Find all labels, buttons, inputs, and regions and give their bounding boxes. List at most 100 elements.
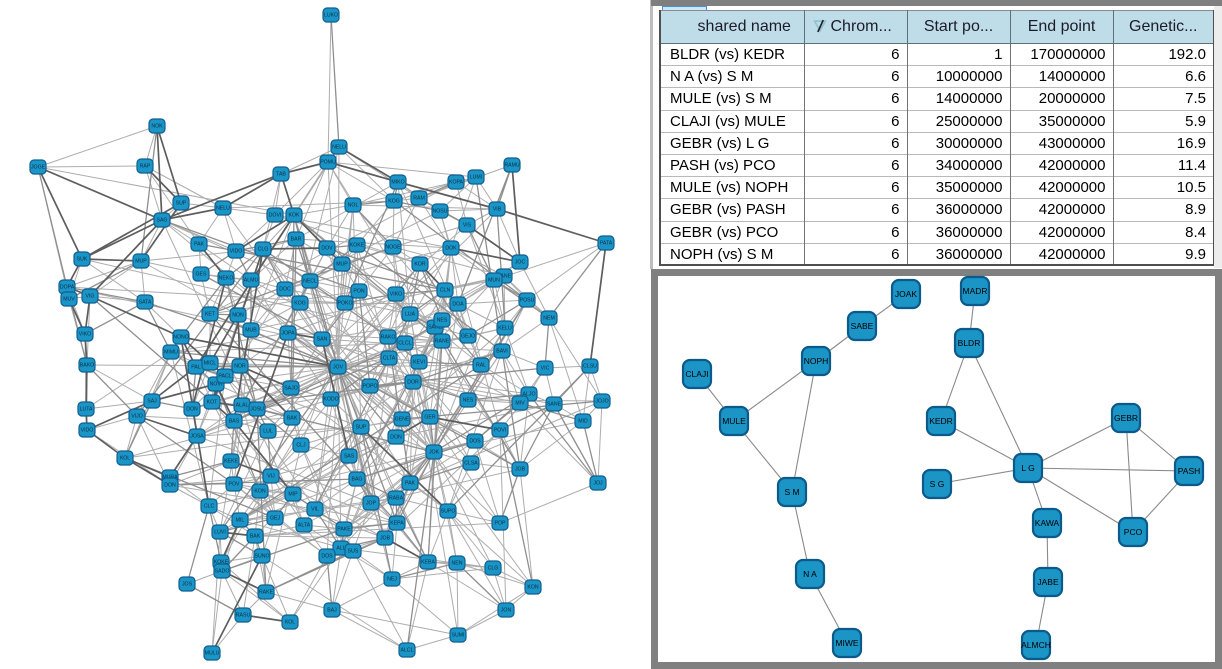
- svg-text:KOKE: KOKE: [214, 560, 229, 566]
- svg-text:MUV: MUV: [63, 297, 75, 303]
- svg-text:VIC: VIC: [541, 366, 550, 372]
- svg-text:LUTA: LUTA: [80, 407, 93, 413]
- svg-text:GENE: GENE: [395, 417, 410, 423]
- svg-text:POVI: POVI: [494, 428, 506, 434]
- svg-text:KON: KON: [254, 489, 265, 495]
- svg-text:SATA: SATA: [139, 300, 152, 306]
- svg-text:PCO: PCO: [1124, 527, 1143, 537]
- svg-text:SUP: SUP: [176, 201, 187, 207]
- svg-text:CLAJI: CLAJI: [685, 369, 708, 379]
- svg-text:RAM: RAM: [413, 196, 425, 202]
- svg-text:KELU: KELU: [498, 326, 512, 332]
- svg-text:JOK: JOK: [429, 450, 440, 456]
- svg-text:SUMI: SUMI: [452, 633, 465, 639]
- svg-text:NES: NES: [437, 318, 448, 324]
- svg-text:POMU: POMU: [320, 160, 336, 166]
- svg-text:JOJ: JOJ: [593, 481, 603, 487]
- svg-text:NELU: NELU: [332, 145, 346, 151]
- svg-text:DON: DON: [390, 435, 402, 441]
- svg-text:JOV: JOV: [333, 365, 344, 371]
- svg-text:BAK: BAK: [287, 416, 298, 422]
- svg-text:PATA: PATA: [600, 241, 613, 247]
- svg-text:NEN: NEN: [452, 561, 463, 567]
- svg-text:GEJO: GEJO: [461, 334, 475, 340]
- svg-text:SUP: SUP: [356, 425, 367, 431]
- svg-text:NEKO: NEKO: [219, 276, 234, 282]
- svg-text:MIWE: MIWE: [835, 638, 858, 648]
- svg-text:NEJ: NEJ: [387, 577, 397, 583]
- svg-text:NOSU: NOSU: [433, 209, 448, 215]
- svg-text:DOC: DOC: [279, 287, 291, 293]
- svg-text:GEBR: GEBR: [1114, 413, 1138, 423]
- svg-text:LUKO: LUKO: [324, 13, 338, 19]
- svg-text:KEDR: KEDR: [929, 416, 953, 426]
- svg-text:NOK: NOK: [151, 124, 163, 130]
- svg-text:DOR: DOR: [407, 380, 419, 386]
- svg-text:VIDO: VIDO: [230, 249, 243, 255]
- svg-text:NECL: NECL: [303, 279, 317, 285]
- svg-text:DOVI: DOVI: [269, 213, 282, 219]
- svg-text:KOG: KOG: [294, 301, 306, 307]
- svg-text:SAS: SAS: [344, 454, 355, 460]
- svg-text:CLG: CLG: [258, 247, 269, 253]
- svg-text:PON: PON: [353, 289, 364, 295]
- svg-text:PAKE: PAKE: [337, 527, 351, 533]
- svg-text:SUS: SUS: [348, 549, 359, 555]
- svg-text:BANE: BANE: [497, 274, 512, 280]
- svg-text:MULE: MULE: [722, 416, 746, 426]
- svg-text:GEJ: GEJ: [270, 516, 280, 522]
- svg-text:POPO: POPO: [363, 384, 378, 390]
- svg-text:VIDO: VIDO: [81, 428, 94, 434]
- svg-text:JOB: JOB: [380, 536, 391, 542]
- svg-text:KOR: KOR: [414, 262, 425, 268]
- svg-text:SAKE: SAKE: [428, 325, 442, 331]
- svg-text:NEM: NEM: [543, 316, 555, 322]
- svg-text:ALMCH: ALMCH: [1021, 640, 1051, 650]
- svg-text:CLSU: CLSU: [583, 364, 597, 370]
- svg-text:CLTA: CLTA: [383, 356, 396, 362]
- svg-text:MUB: MUB: [245, 328, 257, 334]
- svg-text:N A: N A: [803, 569, 817, 579]
- svg-text:CLJ: CLJ: [296, 443, 306, 449]
- svg-text:NOR: NOR: [234, 364, 246, 370]
- svg-text:KOT: KOT: [207, 400, 218, 406]
- svg-text:SUK: SUK: [77, 257, 88, 263]
- svg-text:SUPO: SUPO: [441, 509, 456, 515]
- svg-text:KEPA: KEPA: [390, 521, 404, 527]
- svg-text:NOPH: NOPH: [804, 356, 829, 366]
- svg-text:NONO: NONO: [173, 335, 189, 341]
- svg-text:RAKE: RAKE: [259, 590, 274, 596]
- svg-text:BAR: BAR: [291, 237, 302, 243]
- svg-text:RAKO: RAKO: [381, 335, 396, 341]
- svg-text:ALL: ALL: [336, 546, 345, 552]
- svg-text:POSU: POSU: [520, 298, 535, 304]
- svg-text:SAG: SAG: [157, 218, 168, 224]
- svg-text:VIJ: VIJ: [267, 474, 275, 480]
- svg-text:BAK: BAK: [250, 534, 261, 540]
- svg-text:MIKO: MIKO: [391, 180, 404, 186]
- svg-text:VIKO: VIKO: [390, 292, 402, 298]
- svg-text:JABE: JABE: [1037, 577, 1059, 587]
- svg-text:POP: POP: [495, 521, 506, 527]
- svg-text:BLDR: BLDR: [958, 338, 981, 348]
- svg-text:NELU: NELU: [216, 206, 230, 212]
- svg-text:TAB: TAB: [276, 172, 286, 178]
- svg-text:JOP: JOP: [366, 501, 377, 507]
- svg-text:RAL: RAL: [476, 363, 486, 369]
- svg-text:JOB: JOB: [515, 467, 526, 473]
- svg-text:NOL: NOL: [348, 203, 359, 209]
- svg-text:MUN: MUN: [488, 278, 500, 284]
- svg-text:ALJO: ALJO: [523, 392, 536, 398]
- svg-text:RASU: RASU: [236, 613, 251, 619]
- svg-text:NOVI: NOVI: [210, 382, 223, 388]
- svg-text:DOS: DOS: [469, 439, 481, 445]
- svg-text:MIL: MIL: [236, 518, 245, 524]
- svg-text:GER: GER: [424, 415, 435, 421]
- svg-text:RAP: RAP: [140, 164, 151, 170]
- svg-text:NOGE: NOGE: [385, 245, 401, 251]
- svg-text:JOSA: JOSA: [190, 434, 204, 440]
- svg-text:SAJ: SAJ: [147, 399, 157, 405]
- svg-text:NES: NES: [463, 398, 474, 404]
- svg-text:RAMU: RAMU: [504, 163, 520, 169]
- svg-text:GES: GES: [196, 272, 207, 278]
